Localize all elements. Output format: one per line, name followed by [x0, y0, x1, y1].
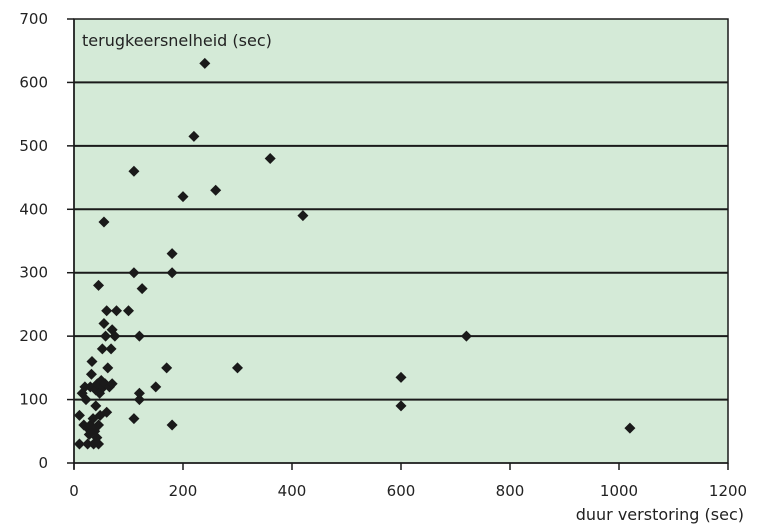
data-point	[264, 153, 276, 165]
data-point	[98, 216, 110, 228]
data-point	[93, 438, 105, 450]
data-point	[128, 413, 140, 425]
data-point	[136, 283, 148, 295]
x-axis-label: duur verstoring (sec)	[576, 505, 744, 524]
data-point	[210, 184, 222, 196]
data-point	[109, 330, 121, 342]
plot-area	[73, 18, 729, 464]
data-point	[102, 362, 114, 374]
data-point	[73, 409, 85, 421]
y-tick-label: 700	[19, 10, 48, 28]
x-tick-label: 600	[387, 482, 416, 500]
data-point	[177, 191, 189, 203]
data-point	[111, 305, 123, 317]
data-point	[133, 330, 145, 342]
data-point	[90, 400, 102, 412]
data-point	[166, 248, 178, 260]
data-point	[133, 387, 145, 399]
data-point	[460, 330, 472, 342]
data-point	[188, 130, 200, 142]
data-point	[106, 378, 118, 390]
data-point	[100, 330, 112, 342]
data-point	[232, 362, 243, 374]
y-tick-label: 100	[19, 391, 48, 409]
data-point	[82, 438, 94, 450]
y-tick-label: 600	[19, 73, 48, 91]
y-axis-label: terugkeersnelheid (sec)	[82, 31, 272, 50]
data-point	[395, 371, 407, 383]
x-tick-label: 1000	[600, 482, 638, 500]
x-tick-label: 200	[169, 482, 198, 500]
gridlines	[74, 81, 728, 401]
data-point	[85, 368, 97, 380]
data-point	[161, 362, 173, 374]
y-tick-label: 500	[19, 137, 48, 155]
data-point	[133, 394, 145, 406]
data-point	[93, 279, 105, 291]
x-tick-labels: 0 200 400 600 800 1000 1200	[69, 463, 747, 500]
data-point	[101, 406, 113, 418]
data-point	[96, 343, 108, 355]
data-point	[93, 419, 105, 431]
data-point	[166, 419, 178, 431]
data-point	[80, 394, 92, 406]
x-tick-label: 400	[278, 482, 307, 500]
data-point	[624, 422, 636, 434]
data-point	[166, 267, 178, 279]
data-point	[73, 438, 85, 450]
y-tick-labels: 0 100 200 300 400 500 600 700	[19, 10, 74, 472]
x-tick-label: 1200	[709, 482, 747, 500]
data-point	[123, 305, 134, 317]
data-point	[150, 381, 162, 393]
x-tick-label: 0	[69, 482, 79, 500]
data-point	[86, 356, 98, 368]
y-tick-label: 300	[19, 264, 48, 282]
data-point	[297, 210, 309, 222]
data-point	[128, 267, 140, 279]
data-points	[73, 57, 636, 450]
data-point	[105, 343, 117, 355]
y-tick-label: 0	[38, 454, 48, 472]
data-point	[98, 317, 110, 329]
data-point	[128, 165, 140, 177]
data-point	[395, 400, 407, 412]
y-tick-label: 200	[19, 327, 48, 345]
y-tick-label: 400	[19, 200, 48, 218]
x-tick-label: 800	[496, 482, 525, 500]
data-point	[199, 57, 211, 69]
data-point	[101, 305, 113, 317]
